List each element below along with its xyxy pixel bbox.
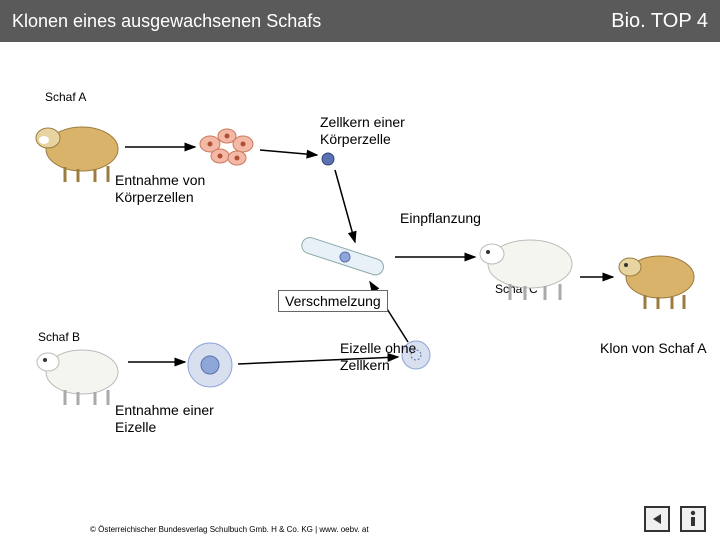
brand-label: Bio. TOP 4 [611,10,708,33]
footer: © Österreichischer Bundesverlag Schulbuc… [0,502,720,540]
entnahme-zellen-label: Entnahme von Körperzellen [115,172,235,206]
egg-illustration [185,340,240,390]
entnahme-eizelle-label: Entnahme einer Eizelle [115,402,235,436]
tube-illustration [290,227,400,287]
info-button[interactable] [680,506,706,532]
schaf-a-label: Schaf A [45,90,86,104]
triangle-left-icon [650,512,664,526]
eizelle-ohne-label: Eizelle ohne Zellkern [340,340,450,374]
einpflanzung-label: Einpflanzung [400,210,481,227]
sheep-c-illustration [470,224,585,304]
page-title: Klonen eines ausgewachsenen Schafs [12,11,321,32]
clone-illustration [610,237,705,312]
header-bar: Klonen eines ausgewachsenen Schafs Bio. … [0,0,720,42]
sheep-b-illustration [30,332,130,407]
diagram-stage: Schaf A Entnahme von Körperzellen Zellke… [0,42,720,502]
zellkern-label: Zellkern einer Körperzelle [320,114,450,148]
info-icon [686,510,700,528]
back-button[interactable] [644,506,670,532]
copyright-text: © Österreichischer Bundesverlag Schulbuc… [90,525,369,534]
verschmelzung-box: Verschmelzung [278,290,388,312]
nucleus-illustration [318,149,338,169]
cells-illustration [195,124,265,174]
nav-icons [644,506,706,532]
klon-label: Klon von Schaf A [600,340,707,357]
